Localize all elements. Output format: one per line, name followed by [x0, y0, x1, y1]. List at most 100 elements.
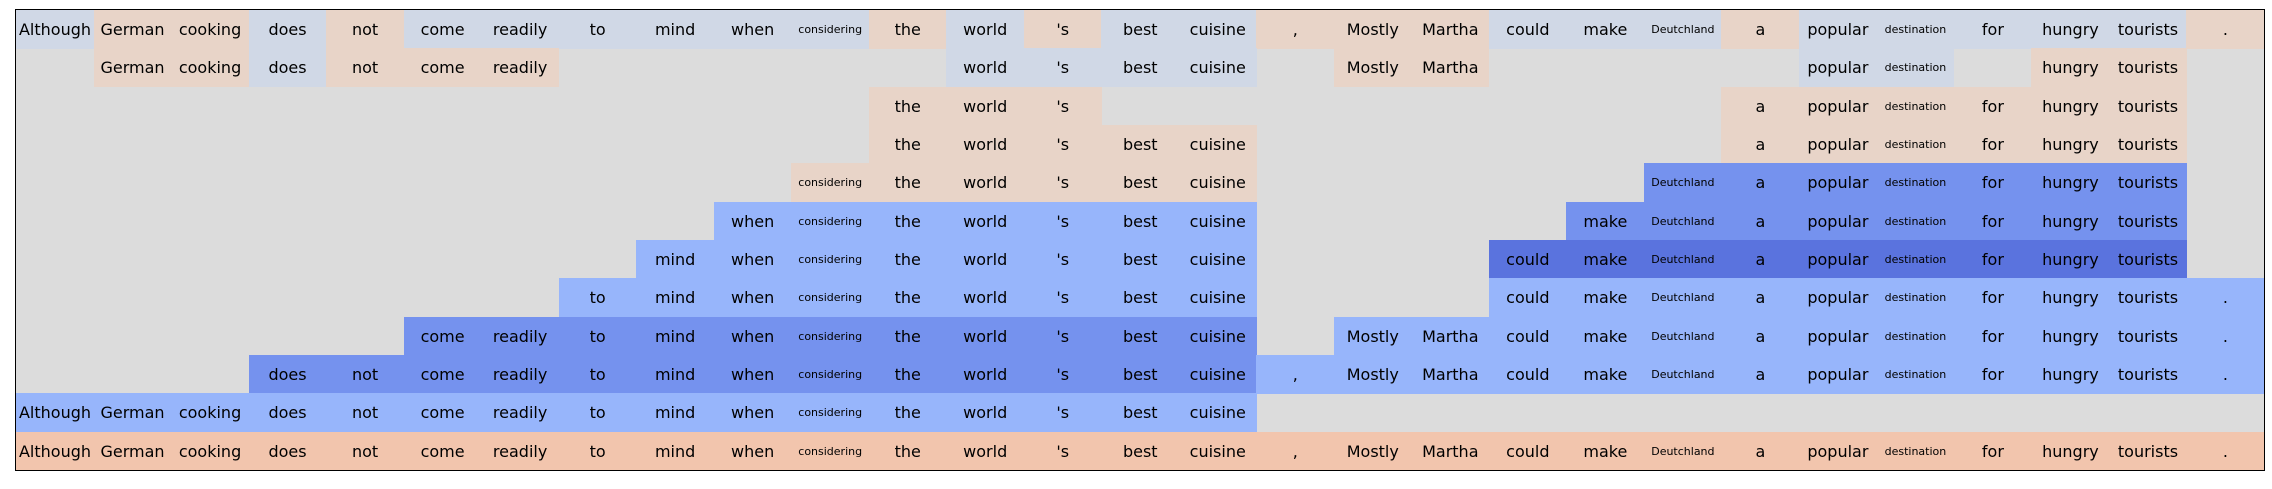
- heatmap-cell: world: [946, 201, 1025, 241]
- heatmap-cell: Mostly: [1333, 316, 1412, 356]
- heatmap-cell: readily: [481, 10, 560, 49]
- heatmap-cell: world: [946, 316, 1025, 356]
- heatmap-cell: 's: [1023, 86, 1102, 126]
- heatmap-cell: hungry: [2031, 316, 2110, 356]
- heatmap-cell: best: [1101, 48, 1180, 88]
- heatmap-cell: does: [248, 10, 327, 49]
- heatmap-cell: 's: [1023, 10, 1102, 49]
- heatmap-cell: cuisine: [1178, 125, 1257, 164]
- heatmap-cell: 's: [1023, 163, 1102, 203]
- heatmap-cell: considering: [791, 393, 870, 433]
- heatmap-cell: mind: [636, 316, 715, 356]
- heatmap-cell: hungry: [2031, 125, 2110, 164]
- heatmap-cell: 's: [1023, 393, 1102, 433]
- heatmap-cell: popular: [1798, 86, 1877, 126]
- heatmap-cell: make: [1566, 355, 1645, 394]
- heatmap-cell: when: [713, 316, 792, 356]
- heatmap-cell: for: [1953, 316, 2032, 356]
- heatmap-cell: the: [868, 10, 947, 49]
- heatmap-cell: .: [2186, 278, 2265, 318]
- heatmap-cell: best: [1101, 278, 1180, 318]
- heatmap-cell: not: [326, 10, 405, 49]
- heatmap-cell: hungry: [2031, 355, 2110, 394]
- heatmap-cell: best: [1101, 431, 1180, 471]
- heatmap-cell: when: [713, 240, 792, 279]
- heatmap-cell: hungry: [2031, 48, 2110, 88]
- heatmap-cell: German: [93, 10, 172, 49]
- heatmap-cell: hungry: [2031, 163, 2110, 203]
- heatmap-cell: Deutchland: [1643, 355, 1722, 394]
- heatmap-cell: considering: [791, 316, 870, 356]
- heatmap-cell: to: [558, 10, 637, 49]
- heatmap-cell: mind: [636, 278, 715, 318]
- heatmap-cell: popular: [1798, 48, 1877, 88]
- heatmap-cell: destination: [1876, 278, 1955, 318]
- heatmap-cell: world: [946, 10, 1025, 49]
- heatmap-cell: considering: [791, 278, 870, 318]
- heatmap-cell: tourists: [2108, 48, 2187, 88]
- heatmap-cell: the: [868, 240, 947, 279]
- heatmap-cell: to: [558, 278, 637, 318]
- heatmap-cell: tourists: [2108, 125, 2187, 164]
- heatmap-cell: a: [1721, 431, 1800, 471]
- heatmap-cell: cuisine: [1178, 10, 1257, 49]
- heatmap-cell: hungry: [2031, 86, 2110, 126]
- heatmap-cell: cooking: [171, 48, 250, 88]
- heatmap-cell: best: [1101, 240, 1180, 279]
- heatmap-cell: could: [1488, 355, 1567, 394]
- heatmap-cell: best: [1101, 125, 1180, 164]
- heatmap-cell: world: [946, 48, 1025, 88]
- heatmap-cell: readily: [481, 431, 560, 471]
- heatmap-cell: cuisine: [1178, 240, 1257, 279]
- heatmap-cell: Mostly: [1333, 48, 1412, 88]
- heatmap-cell: when: [713, 10, 792, 49]
- heatmap-cell: tourists: [2108, 355, 2187, 394]
- heatmap-cell: could: [1488, 316, 1567, 356]
- heatmap-cell: does: [248, 393, 327, 433]
- heatmap-cell: ,: [1256, 10, 1335, 49]
- heatmap-cell: popular: [1798, 163, 1877, 203]
- heatmap-cell: tourists: [2108, 431, 2187, 471]
- heatmap-cell: destination: [1876, 355, 1955, 394]
- heatmap-cell: come: [403, 316, 482, 356]
- heatmap-cell: world: [946, 163, 1025, 203]
- heatmap-cell: popular: [1798, 316, 1877, 356]
- heatmap-cell: when: [713, 278, 792, 318]
- heatmap-cell: German: [93, 431, 172, 471]
- heatmap-cell: Although: [16, 431, 95, 471]
- heatmap-cell: destination: [1876, 125, 1955, 164]
- heatmap-cell: mind: [636, 10, 715, 49]
- heatmap-cell: could: [1488, 240, 1567, 279]
- heatmap-cell: Martha: [1411, 316, 1490, 356]
- heatmap-cell: destination: [1876, 201, 1955, 241]
- heatmap-cell: world: [946, 355, 1025, 394]
- heatmap-cell: a: [1721, 355, 1800, 394]
- heatmap-cell: the: [868, 355, 947, 394]
- heatmap-frame: Although German cooking does not come readily t…: [15, 9, 2265, 471]
- heatmap-cell: world: [946, 125, 1025, 164]
- heatmap-cell: hungry: [2031, 201, 2110, 241]
- heatmap-cell: world: [946, 86, 1025, 126]
- heatmap-cell: destination: [1876, 316, 1955, 356]
- heatmap-cell: Deutchland: [1643, 431, 1722, 471]
- heatmap-cell: tourists: [2108, 163, 2187, 203]
- heatmap-cell: Deutchland: [1643, 316, 1722, 356]
- heatmap-cell: hungry: [2031, 431, 2110, 471]
- heatmap-cell: tourists: [2108, 278, 2187, 318]
- heatmap-cell: the: [868, 393, 947, 433]
- heatmap-cell: make: [1566, 316, 1645, 356]
- heatmap-cell: for: [1953, 10, 2032, 49]
- token-heatmap-grid: Although German cooking does not come readily t…: [16, 10, 2265, 471]
- heatmap-cell: German: [93, 393, 172, 433]
- heatmap-cell: Mostly: [1333, 431, 1412, 471]
- heatmap-cell: best: [1101, 393, 1180, 433]
- heatmap-cell: could: [1488, 10, 1567, 49]
- heatmap-cell: destination: [1876, 48, 1955, 88]
- heatmap-cell: 's: [1023, 125, 1102, 164]
- heatmap-cell: for: [1953, 86, 2032, 126]
- heatmap-cell: best: [1101, 10, 1180, 49]
- heatmap-cell: Deutchland: [1643, 278, 1722, 318]
- heatmap-cell: 's: [1023, 201, 1102, 241]
- heatmap-cell: world: [946, 240, 1025, 279]
- heatmap-cell: cuisine: [1178, 278, 1257, 318]
